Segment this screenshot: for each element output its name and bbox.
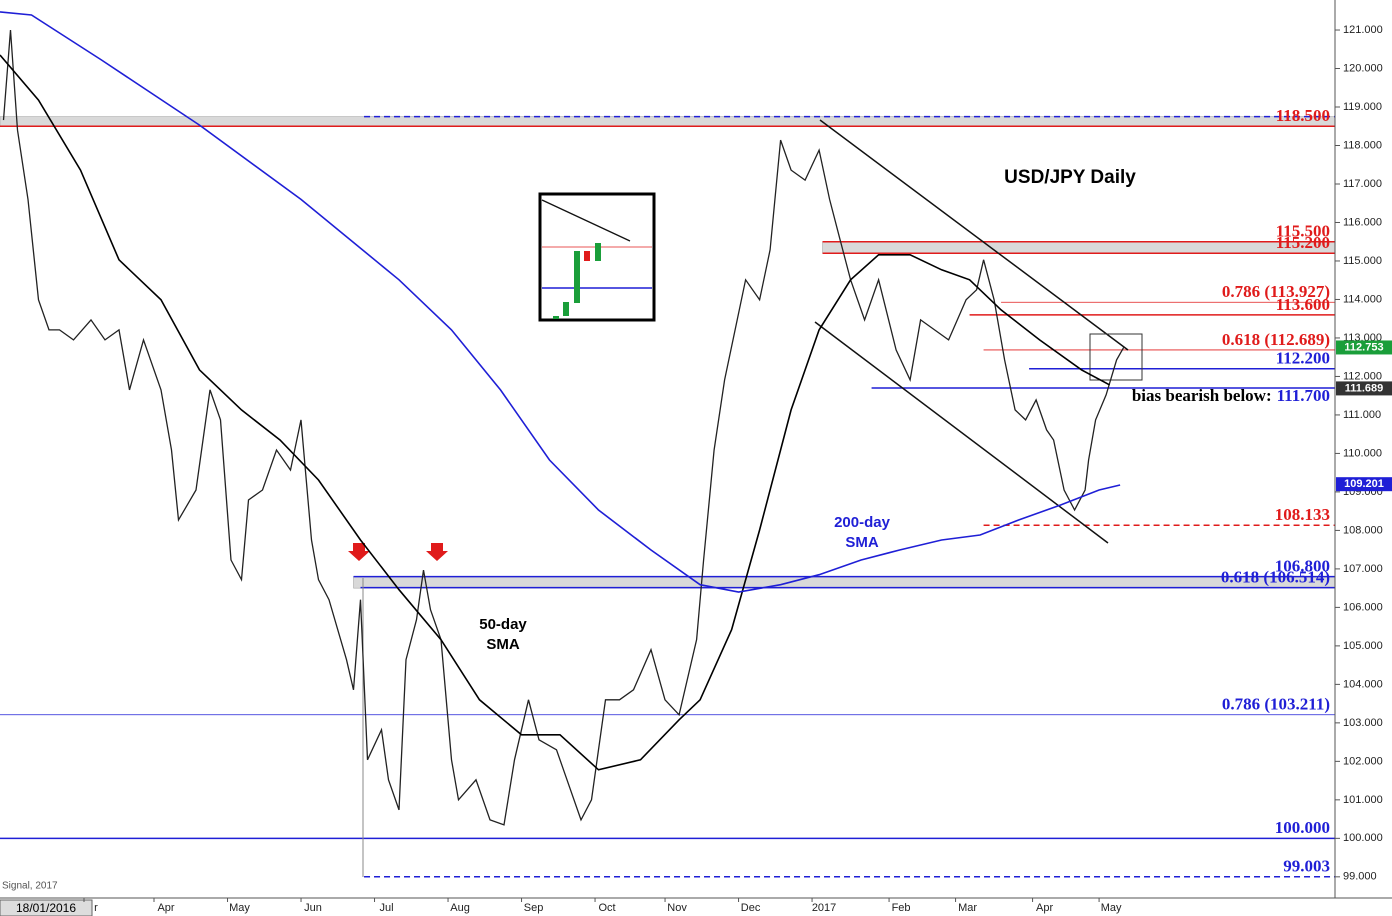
y-tick-label: 121.000	[1343, 24, 1383, 36]
price-tag	[1336, 477, 1392, 492]
level-label: 100.000	[1275, 818, 1330, 837]
level-label: 111.700	[1277, 386, 1330, 405]
price-line	[2, 29, 1125, 826]
price-tag	[1336, 340, 1392, 355]
level-note: bias bearish below:	[1132, 386, 1272, 405]
sma-label: 50-day	[479, 616, 527, 633]
y-tick-label: 103.000	[1343, 717, 1383, 729]
y-tick-label: 99.000	[1343, 871, 1377, 883]
level-label: 113.600	[1276, 295, 1330, 314]
level-label: 0.786 (113.927)	[1222, 282, 1330, 301]
inset-candle	[563, 302, 569, 316]
x-tick-label: Jul	[379, 902, 393, 914]
x-tick-label: Apr	[157, 902, 174, 914]
x-tick-label: Apr	[1036, 902, 1053, 914]
sma-label: SMA	[486, 636, 520, 653]
inset-candle	[553, 316, 559, 319]
level-label: 112.200	[1276, 349, 1330, 368]
price-tag-label: 112.753	[1344, 341, 1383, 353]
x-tick-label: Jun	[304, 902, 322, 914]
price-tag	[1336, 381, 1392, 396]
inset-trend	[541, 199, 631, 242]
y-tick-label: 120.000	[1343, 62, 1383, 74]
date-box	[0, 899, 93, 916]
x-tick-label: 2017	[812, 902, 836, 914]
y-tick-label: 116.000	[1343, 216, 1382, 228]
level-label: 0.618 (106.514)	[1221, 568, 1330, 587]
y-tick-label: 115.000	[1343, 255, 1382, 267]
x-tick-label: Mar	[958, 902, 977, 914]
y-tick-label: 118.000	[1343, 139, 1382, 151]
level-label: 108.133	[1275, 505, 1330, 524]
chart-title: USD/JPY Daily	[1004, 167, 1136, 188]
y-tick-label: 104.000	[1343, 678, 1383, 690]
y-tick-label: 117.000	[1343, 178, 1382, 190]
start-date: 18/01/2016	[16, 901, 76, 915]
y-tick-label: 106.000	[1343, 601, 1383, 613]
y-tick-label: 119.000	[1343, 101, 1382, 113]
level-label: 118.500	[1276, 106, 1330, 125]
trend-line	[819, 119, 1129, 351]
level-label: 115.200	[1276, 233, 1330, 252]
inset	[538, 192, 656, 322]
sma-label: SMA	[845, 534, 879, 551]
sma-line	[0, 11, 1121, 593]
source: Signal, 2017	[2, 881, 58, 892]
x-tick-label: Nov	[667, 902, 687, 914]
highlight-box	[1089, 333, 1143, 381]
x-tick-label: Dec	[741, 902, 761, 914]
sma-label: 200-day	[834, 514, 891, 531]
y-tick-label: 112.000	[1343, 370, 1382, 382]
y-tick-label: 102.000	[1343, 755, 1383, 767]
arrow	[426, 543, 448, 561]
y-tick-label: 111.000	[1343, 409, 1381, 421]
level-label: 99.003	[1283, 857, 1330, 876]
level-label: 115.500	[1276, 222, 1330, 241]
zone	[822, 241, 1336, 254]
sma-line	[0, 54, 1110, 771]
x-tick-label: Oct	[598, 902, 615, 914]
x-tick-label: Aug	[450, 902, 470, 914]
x-tick-label: Sep	[524, 902, 544, 914]
level-label: 0.618 (112.689)	[1222, 330, 1330, 349]
inset-candle	[595, 243, 601, 261]
level-label: 0.786 (103.211)	[1222, 695, 1330, 714]
x-tick-label: May	[1101, 902, 1122, 914]
y-tick-label: 108.000	[1343, 524, 1383, 536]
y-tick-label: 100.000	[1343, 832, 1383, 844]
arrow	[348, 543, 370, 561]
y-tick-label: 105.000	[1343, 640, 1383, 652]
level-label: 106.800	[1275, 557, 1330, 576]
inset-candle	[574, 251, 580, 303]
x-tick-label: Feb	[892, 902, 911, 914]
price-tag-label: 111.689	[1345, 382, 1384, 394]
y-tick-label: 110.000	[1343, 447, 1382, 459]
price-tag-label: 109.201	[1344, 478, 1384, 490]
y-tick-label: 101.000	[1343, 794, 1383, 806]
x-tick-label: May	[229, 902, 250, 914]
x-tick-label: r	[94, 902, 98, 914]
y-tick-label: 114.000	[1343, 293, 1382, 305]
zone	[353, 576, 1336, 589]
y-tick-label: 107.000	[1343, 563, 1383, 575]
inset-candle	[584, 251, 590, 261]
